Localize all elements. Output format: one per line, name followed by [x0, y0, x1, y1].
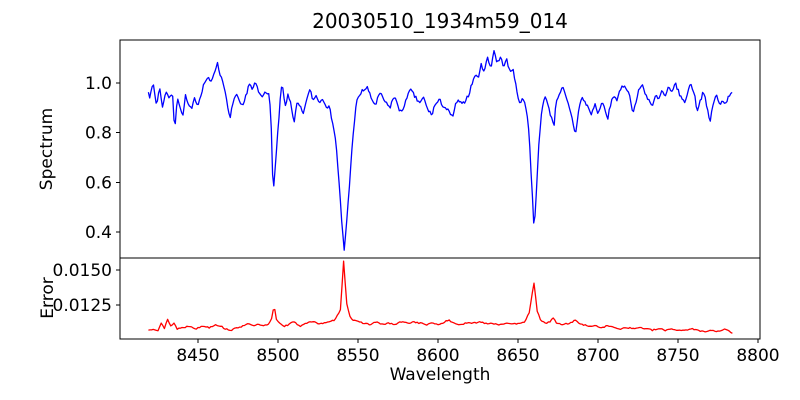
bottom-panel-frame	[119, 257, 761, 340]
y-axis-label-error: Error	[38, 277, 58, 319]
x-tick-label: 8750	[656, 346, 699, 366]
y-tick-label-spectrum: 0.6	[85, 173, 112, 193]
x-tick-label: 8500	[256, 346, 299, 366]
y-tick-label-error: 0.0150	[53, 261, 112, 281]
spectrum-line	[147, 50, 733, 251]
y-axis-label-spectrum: Spectrum	[37, 107, 57, 191]
x-tick-label: 8600	[416, 346, 459, 366]
top-panel-frame	[119, 39, 761, 259]
y-tick-label-spectrum: 1.0	[85, 74, 112, 94]
y-tick-label-spectrum: 0.8	[85, 124, 112, 144]
x-axis-label: Wavelength	[389, 365, 491, 385]
y-tick-label-error: 0.0125	[53, 296, 112, 316]
x-tick-label: 8800	[736, 346, 779, 366]
x-tick-label: 8550	[336, 346, 379, 366]
x-tick-label: 8650	[496, 346, 539, 366]
error-line	[148, 260, 733, 334]
y-tick-label-spectrum: 0.4	[85, 223, 112, 243]
x-tick-label: 8700	[576, 346, 619, 366]
x-tick-label: 8450	[176, 346, 219, 366]
chart-title: 20030510_1934m59_014	[312, 9, 568, 33]
